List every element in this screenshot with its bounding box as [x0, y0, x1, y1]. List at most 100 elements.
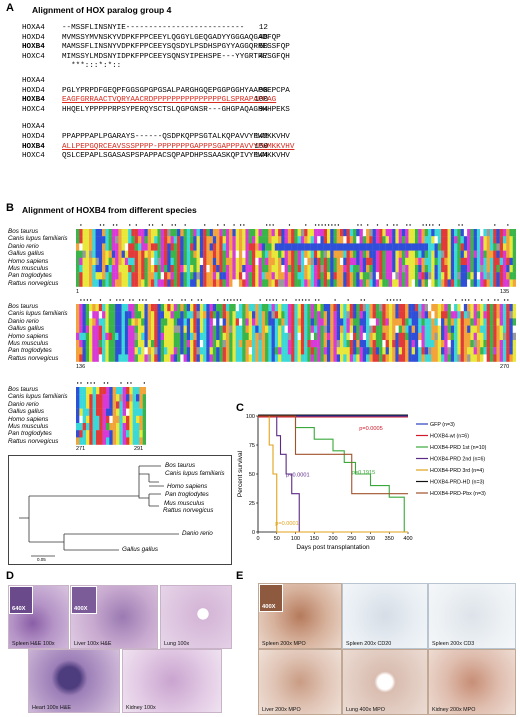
residue-cell: [395, 229, 399, 237]
seq-name: HOXB4: [22, 142, 45, 151]
residue-cell: [131, 243, 135, 251]
residue-cell: [320, 354, 324, 362]
residue-cell: [119, 394, 123, 402]
residue-cell: [85, 265, 90, 273]
residue-cell: [317, 311, 321, 319]
residue-cell: [375, 340, 380, 348]
residue-cell: [150, 236, 155, 244]
residue-cell: [76, 347, 80, 355]
residue-cell: [157, 354, 161, 362]
residue-cell: [476, 279, 481, 287]
residue-cell: [111, 325, 116, 333]
consensus-line: ***:::*:*::: [62, 62, 122, 71]
residue-cell: [434, 332, 438, 341]
residue-cell: [408, 311, 412, 319]
residue-cell: [258, 304, 262, 312]
residue-cell: [157, 257, 161, 266]
residue-cell: [467, 325, 471, 333]
residue-cell: [160, 347, 165, 355]
residue-cell: [506, 311, 510, 319]
residue-cell: [76, 354, 80, 362]
residue-cell: [278, 354, 282, 362]
residue-cell: [349, 318, 354, 326]
x-axis-label: Days post transplantation: [296, 544, 370, 551]
residue-cell: [118, 236, 122, 244]
residue-cell: [193, 229, 197, 237]
residue-cell: [99, 430, 103, 438]
residue-cell: [509, 257, 513, 266]
residue-cell: [79, 430, 83, 438]
residue-cell: [460, 243, 465, 251]
residue-cell: [392, 272, 396, 280]
conservation-mark: [272, 299, 274, 301]
residue-cell: [82, 423, 87, 431]
residue-cell: [447, 347, 452, 355]
residue-cell: [480, 311, 484, 319]
residue-cell: [502, 229, 507, 237]
residue-cell: [284, 257, 289, 266]
residue-cell: [385, 236, 390, 244]
residue-cell: [300, 340, 305, 348]
seq-name: HOXD4: [22, 33, 45, 42]
conservation-mark: [106, 382, 109, 384]
residue-cell: [447, 318, 452, 326]
conservation-mark: [191, 299, 193, 301]
residue-cell: [307, 250, 311, 258]
conservation-mark: [438, 224, 441, 226]
residue-cell: [509, 332, 513, 341]
residue-cell: [92, 236, 96, 244]
residue-cell: [366, 354, 370, 362]
residue-cell: [506, 250, 510, 258]
residue-cell: [437, 332, 442, 341]
residue-cell: [173, 347, 178, 355]
residue-cell: [265, 347, 269, 355]
residue-cell: [180, 340, 184, 348]
residue-cell: [346, 229, 350, 237]
residue-cell: [105, 279, 109, 287]
residue-cell: [362, 332, 367, 341]
residue-cell: [502, 304, 507, 312]
residue-cell: [212, 279, 217, 287]
residue-cell: [89, 265, 93, 273]
residue-cell: [196, 243, 201, 251]
residue-cell: [284, 347, 289, 355]
residue-cell: [447, 272, 452, 280]
residue-cell: [418, 236, 422, 244]
residue-cell: [281, 325, 285, 333]
residue-cell: [265, 229, 269, 237]
residue-cell: [203, 311, 207, 319]
residue-cell: [294, 332, 298, 341]
residue-cell: [196, 279, 201, 287]
seq-end: 94: [258, 105, 268, 114]
residue-cell: [180, 347, 184, 355]
residue-cell: [317, 340, 321, 348]
conservation-mark: [393, 299, 395, 301]
residue-cell: [287, 250, 292, 258]
residue-cell: [248, 318, 253, 326]
residue-cell: [304, 354, 308, 362]
residue-cell: [209, 318, 214, 326]
residue-cell: [98, 279, 103, 287]
residue-cell: [245, 229, 249, 237]
residue-cell: [199, 311, 204, 319]
residue-cell: [173, 236, 178, 244]
residue-cell: [372, 332, 377, 341]
conservation-mark: [458, 224, 460, 226]
residue-cell: [291, 279, 295, 287]
residue-cell: [304, 272, 308, 280]
seq-name: HOXC4: [22, 52, 45, 61]
residue-cell: [115, 340, 119, 348]
residue-cell: [76, 243, 80, 251]
residue-cell: [278, 250, 282, 258]
residue-cell: [437, 354, 442, 362]
residue-cell: [447, 304, 452, 312]
residue-cell: [310, 347, 315, 355]
residue-cell: [349, 304, 354, 312]
residue-cell: [183, 311, 188, 319]
residue-cell: [128, 236, 132, 244]
residue-cell: [431, 340, 435, 348]
residue-cell: [346, 243, 350, 251]
residue-cell: [444, 250, 448, 258]
residue-cell: [287, 257, 292, 266]
residue-cell: [317, 318, 321, 326]
